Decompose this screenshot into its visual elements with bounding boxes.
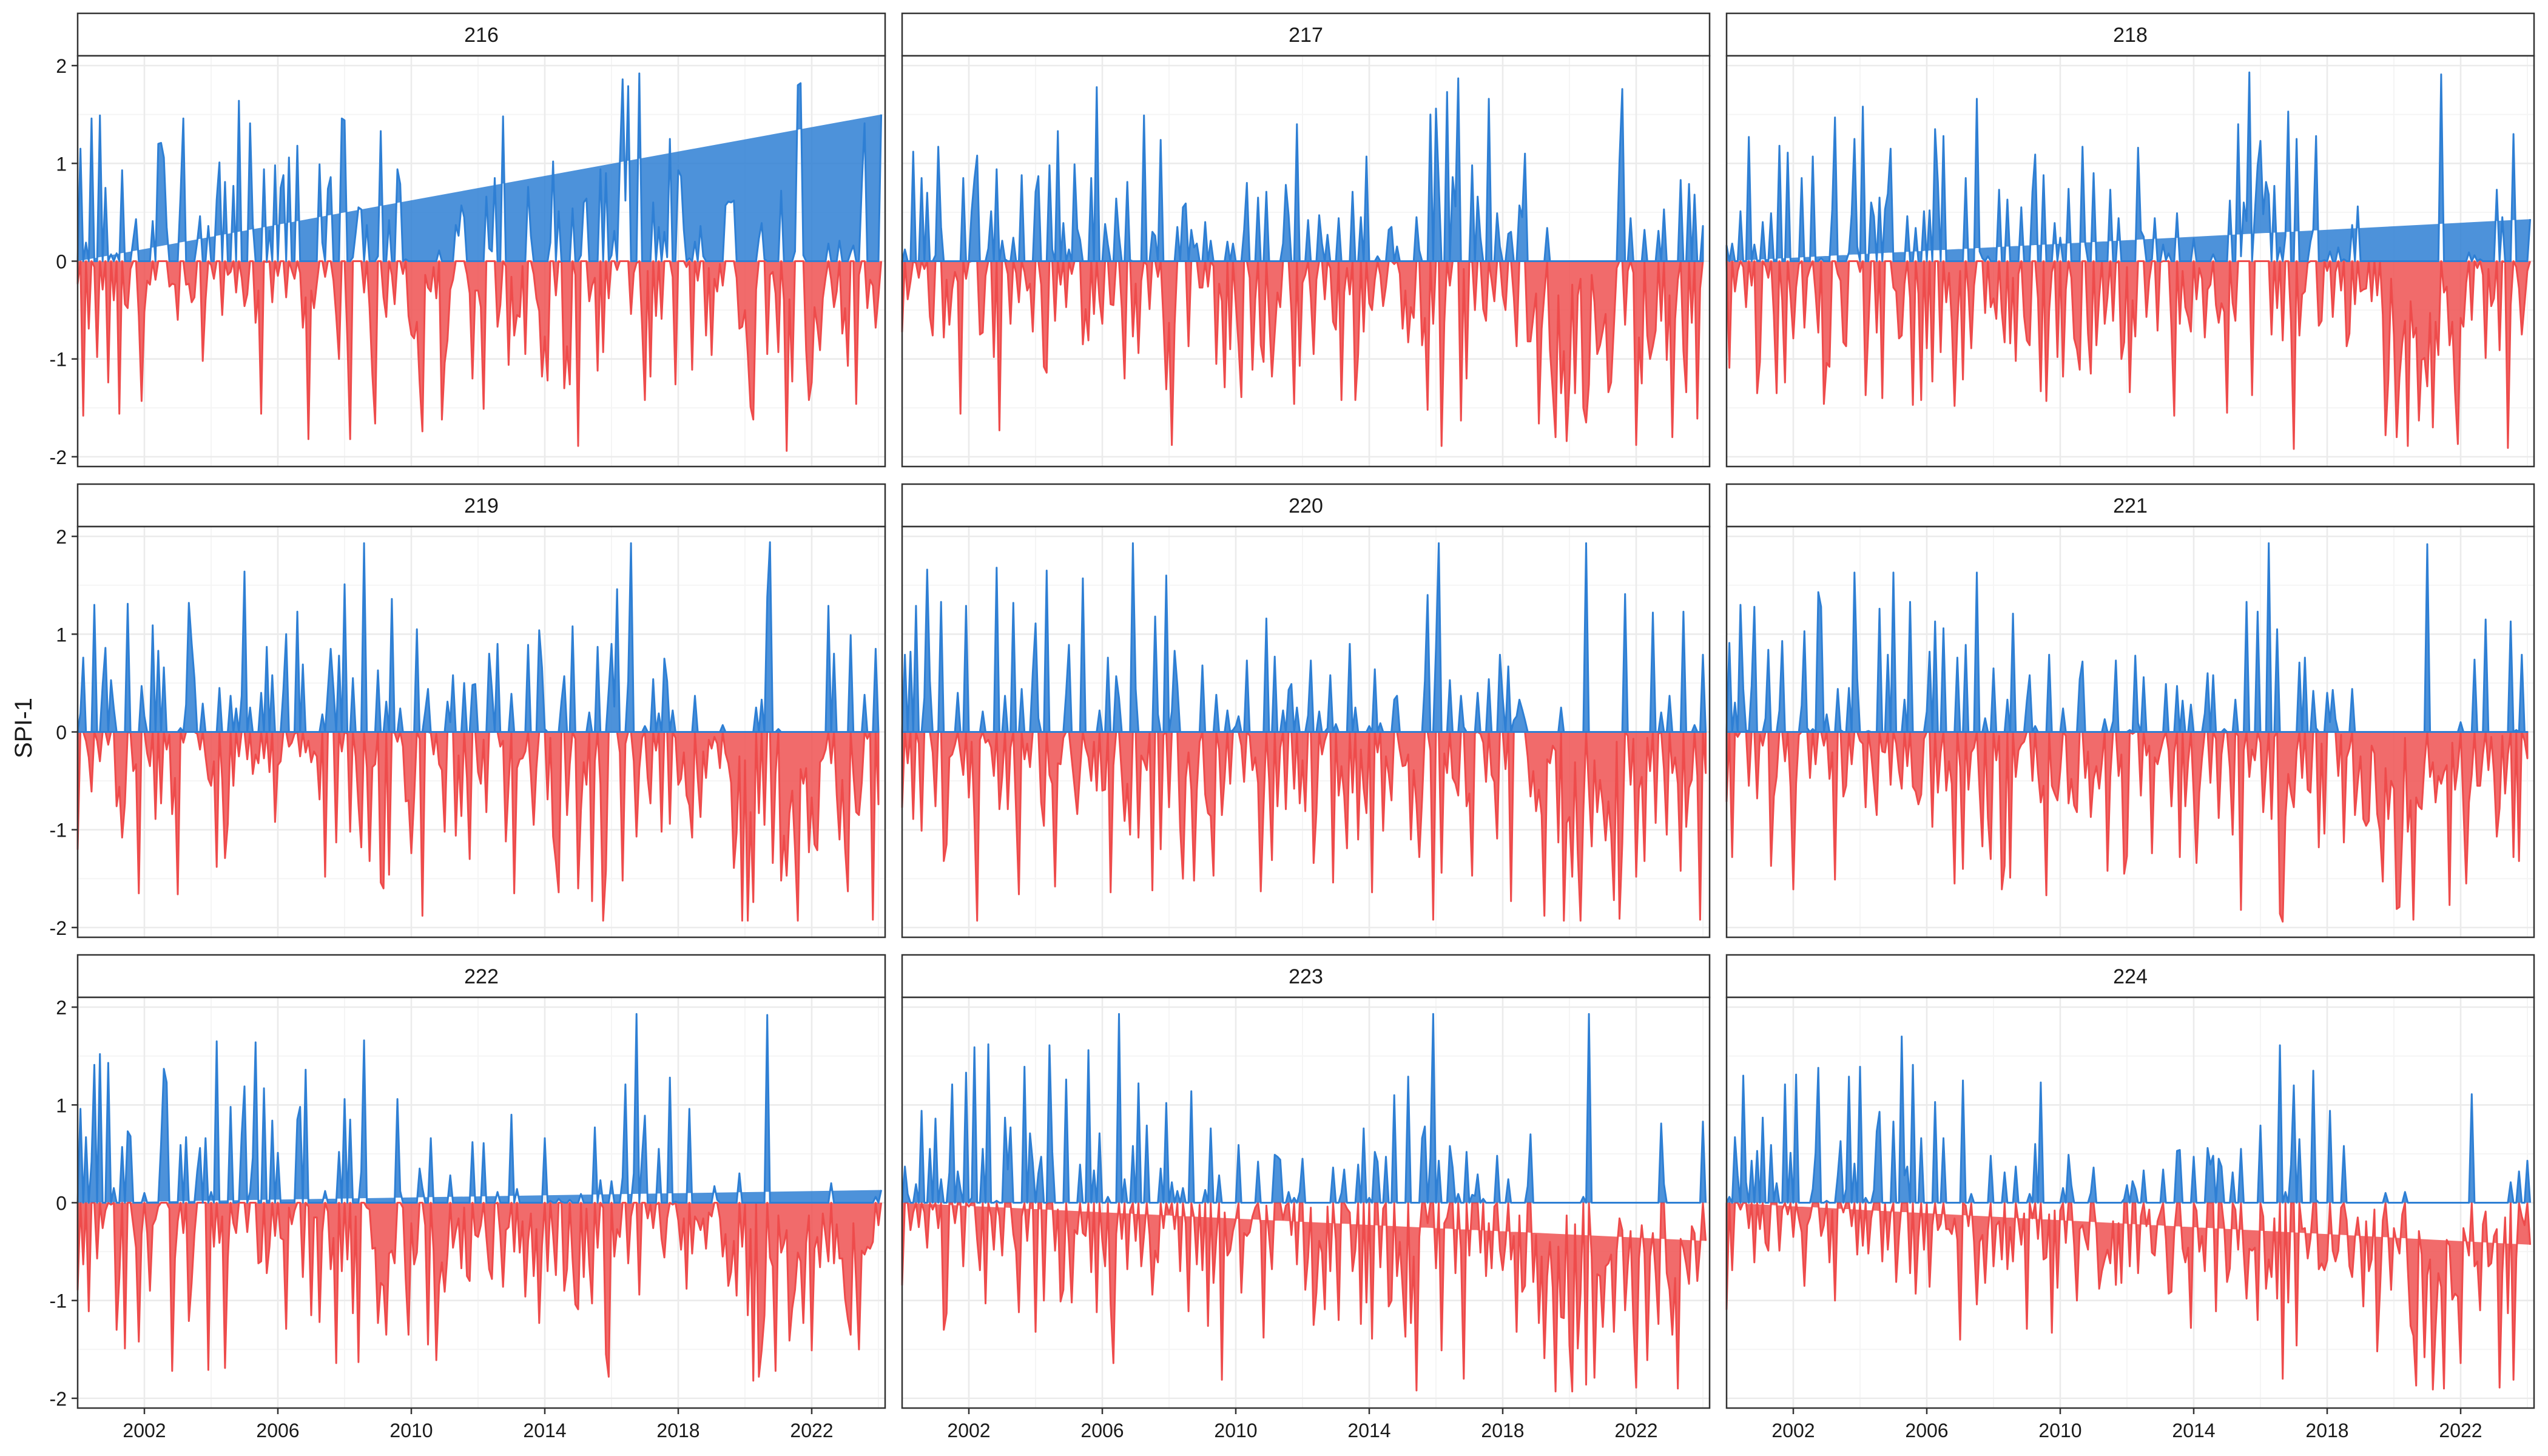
x-tick-label: 2014 [2172,1420,2215,1441]
facet-panel-224: 224 2002 2006 2010 2014 2018 2022 [1725,954,2535,1441]
x-tick-label: 2006 [1905,1420,1948,1441]
x-tick-label: 2010 [1214,1420,1257,1441]
facet-strip-label: 224 [2113,965,2148,988]
positive-spi-area [1725,542,2529,733]
facet-strip-label: 217 [1289,24,1323,47]
y-tick-label: 0 [56,1193,67,1215]
positive-spi-area [1725,1036,2532,1204]
panel-border [1725,996,2535,1409]
panel-border [901,55,1711,468]
negative-spi-area [901,260,1704,447]
y-tick-label: 0 [56,722,67,744]
y-tick-label: -2 [50,447,67,468]
facet-strip [1725,954,2535,999]
negative-spi-area [76,260,883,452]
positive-spi-area [76,72,883,262]
x-tick-label: 2002 [1771,1420,1815,1441]
facet-strip [1725,12,2535,57]
x-tick-label: 2022 [1614,1420,1657,1441]
facet-panel-222: 222 -2 -1 0 1 2 2002 2006 2010 2014 2018 2022 [50,954,886,1441]
positive-spi-area [901,1013,1707,1204]
facet-strip-label: 219 [464,494,499,517]
y-tick-label: 0 [56,251,67,273]
y-tick-label: -2 [50,1388,67,1410]
facet-strip [76,954,886,999]
x-tick-label: 2006 [256,1420,299,1441]
y-tick-label: 1 [56,1094,67,1116]
negative-spi-area [76,731,880,922]
x-tick-label: 2014 [523,1420,566,1441]
facet-panel-217: 217 [901,12,1711,468]
panel-border [901,996,1711,1409]
facet-strip [76,12,886,57]
y-tick-label: 1 [56,624,67,645]
x-tick-label: 2010 [2038,1420,2081,1441]
facet-panel-220: 220 [901,483,1711,939]
panel-border [1725,525,2535,939]
y-tick-label: 2 [56,997,67,1019]
y-axis-title: SPI-1 [10,698,37,758]
y-tick-label: 1 [56,153,67,175]
facet-strip-label: 223 [1289,965,1323,988]
facet-strip-label: 221 [2113,494,2148,517]
positive-spi-area [76,541,880,733]
negative-spi-area [76,1202,883,1382]
panel-border [1725,55,2535,468]
x-tick-label: 2018 [2305,1420,2348,1441]
facet-strip [901,954,1711,999]
positive-spi-area [1725,71,2532,262]
facet-panel-216: 216 -2 -1 0 1 2 [50,12,886,468]
facet-panel-223: 223 2002 2006 2010 2014 2018 2022 [901,954,1711,1441]
y-tick-label: 2 [56,55,67,77]
x-tick-label: 2010 [389,1420,433,1441]
panel-border [901,525,1711,939]
facet-panel-219: 219 -2 -1 0 1 2 [50,483,886,939]
x-tick-label: 2018 [1481,1420,1524,1441]
facet-panel-221: 221 [1725,483,2535,939]
positive-spi-area [76,1013,883,1204]
y-tick-label: 2 [56,526,67,548]
facet-strip [1725,483,2535,528]
positive-spi-area [901,542,1707,733]
x-tick-label: 2014 [1347,1420,1390,1441]
y-tick-label: -1 [50,820,67,841]
x-tick-label: 2018 [656,1420,699,1441]
y-tick-label: -1 [50,349,67,371]
facet-strip [76,483,886,528]
facet-strip-label: 222 [464,965,499,988]
positive-spi-area [901,77,1704,262]
facet-panel-218: 218 [1725,12,2535,468]
x-tick-label: 2006 [1080,1420,1124,1441]
x-tick-label: 2022 [790,1420,833,1441]
x-tick-label: 2022 [2439,1420,2482,1441]
negative-spi-area [1725,731,2529,923]
x-tick-label: 2002 [947,1420,990,1441]
negative-spi-area [1725,260,2532,450]
y-tick-label: -1 [50,1290,67,1312]
y-tick-label: -2 [50,917,67,939]
x-tick-label: 2002 [123,1420,166,1441]
facet-strip-label: 216 [464,24,499,47]
facet-strip-label: 220 [1289,494,1323,517]
facet-strip-label: 218 [2113,24,2148,47]
